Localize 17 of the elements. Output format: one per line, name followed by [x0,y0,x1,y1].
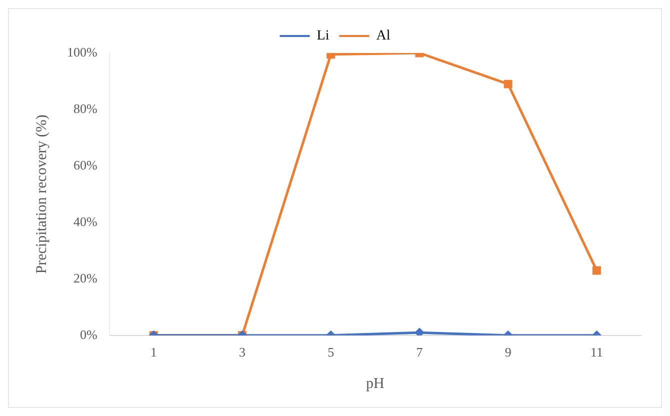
x-tick-label: 3 [238,344,246,360]
y-axis-title: Precipitation recovery (%) [34,114,50,274]
legend-label: Li [316,28,330,44]
x-tick-label: 9 [504,344,512,360]
x-axis-title: pH [366,376,384,392]
x-tick-label: 5 [328,344,334,360]
x-tick-label: 1 [150,344,157,360]
y-tick-label: 100% [66,44,98,60]
y-tick-label: 40% [73,214,98,229]
x-tick-label: 11 [590,344,603,360]
point [504,80,512,88]
legend-label: Al [376,28,390,44]
x-tick-label: 7 [416,344,424,360]
y-tick-label: 0% [80,326,98,342]
y-tick-label: 20% [73,270,98,286]
y-tick-label: 60% [73,157,98,172]
y-tick-label: 80% [73,100,98,116]
